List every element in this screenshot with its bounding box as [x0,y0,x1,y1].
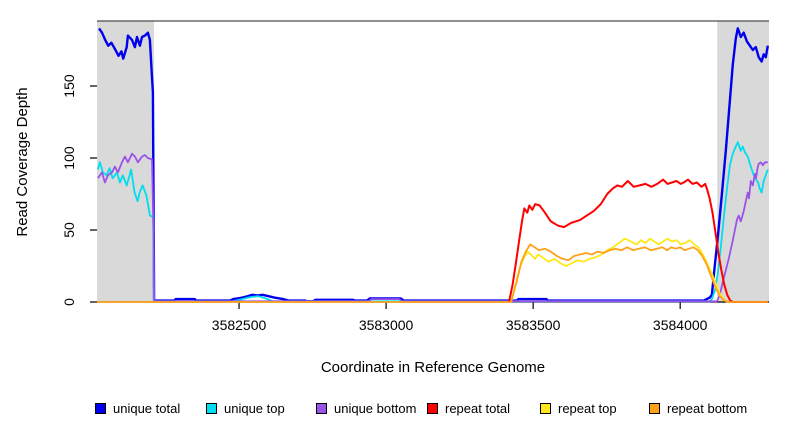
y-tick-label: 100 [61,146,77,170]
axes-layer: 3582500 3583000 3583500 3584000 0 50 100 150 [61,20,769,333]
legend-label: repeat total [445,400,511,416]
legend-item-repeat-total: repeat total [427,398,510,418]
x-axis-title: Coordinate in Reference Genome [321,359,545,376]
legend-label: unique top [224,400,285,416]
legend-item-repeat-bottom: repeat bottom [649,398,747,418]
legend-swatch-repeat-top [540,402,551,414]
series-line-repeat-bottom [97,243,768,303]
x-tick-label: 3584000 [653,317,708,333]
legend-label: unique total [113,400,181,416]
legend-item-unique-top: unique top [206,398,285,418]
legend: unique total unique top unique bottom repea… [0,398,792,420]
y-tick-label: 150 [61,74,77,98]
legend-swatch-repeat-bottom [649,402,660,414]
y-tick-label: 0 [61,298,77,306]
highlight-band [97,21,155,302]
y-axis-title: Read Coverage Depth [14,87,31,236]
series-line-repeat-total [508,178,768,303]
y-tick-label: 50 [61,222,77,238]
x-tick-label: 3582500 [212,317,267,333]
legend-item-unique-bottom: unique bottom [316,398,416,418]
series-line-unique-bottom [97,152,768,303]
series-line-unique-total [98,27,769,303]
legend-swatch-repeat-total [427,402,438,414]
legend-label: repeat top [558,400,617,416]
series-line-unique-top [97,141,769,303]
legend-label: unique bottom [334,400,417,416]
legend-swatch-unique-bottom [316,402,327,414]
legend-item-unique-total: unique total [95,398,180,418]
legend-label: repeat bottom [667,400,748,416]
series-layer [97,27,769,303]
legend-item-repeat-top: repeat top [540,398,617,418]
highlight-bands-layer [97,21,769,302]
x-tick-label: 3583500 [506,317,561,333]
x-tick-label: 3583000 [359,317,414,333]
legend-swatch-unique-total [95,402,106,414]
legend-swatch-unique-top [206,402,217,414]
series-line-repeat-top [510,237,729,303]
